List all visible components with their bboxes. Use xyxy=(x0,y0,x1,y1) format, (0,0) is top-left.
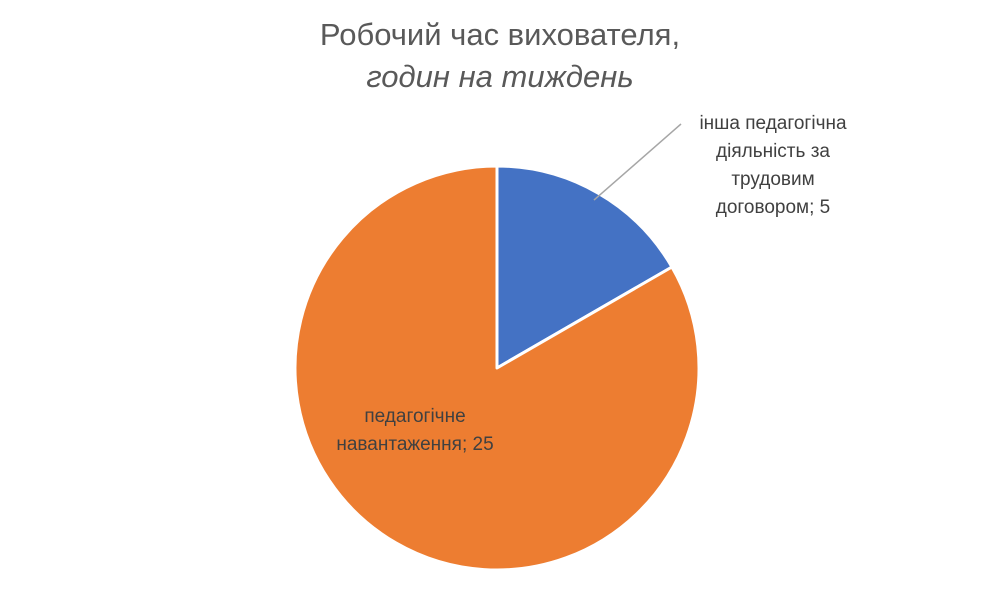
chart-title-line-2: годин на тиждень xyxy=(366,59,634,94)
chart-title-line-1: Робочий час вихователя, xyxy=(319,17,681,52)
slice-label-line: договором; 5 xyxy=(715,197,831,218)
pie-slice-1 xyxy=(293,164,701,572)
pie-slice-0 xyxy=(495,164,674,370)
slice-label-line: інша педагогічна xyxy=(699,113,847,134)
chart-title: Робочий час вихователя, годин на тиждень xyxy=(0,14,1000,98)
slice-label-line: навантаження; 25 xyxy=(336,434,494,455)
leader-line xyxy=(593,123,682,201)
slice-label-line: діяльність за xyxy=(716,141,830,162)
slice-label-line: педагогічне xyxy=(364,406,466,427)
slice-label-other-pedagogical: інша педагогічна діяльність за трудовим … xyxy=(683,110,863,222)
slice-label-teaching-load: педагогічне навантаження; 25 xyxy=(315,403,515,459)
slice-label-line: трудовим xyxy=(731,169,815,190)
